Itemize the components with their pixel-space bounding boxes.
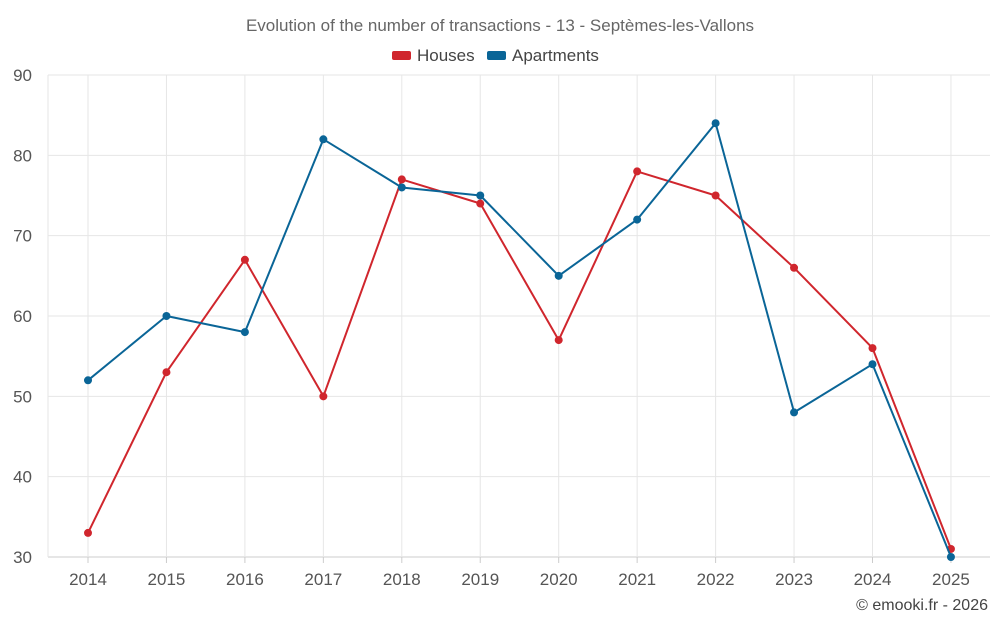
point-apartments-2021[interactable]: [633, 215, 642, 224]
point-apartments-2014[interactable]: [84, 376, 92, 385]
legend-item-apartments[interactable]: Apartments: [487, 46, 599, 65]
y-tick-label-70: 70: [13, 227, 32, 246]
point-houses-2015[interactable]: [162, 368, 171, 377]
y-tick-label-80: 80: [13, 146, 32, 165]
y-tick-label-50: 50: [13, 387, 32, 406]
x-tick-label-2020: 2020: [540, 570, 578, 589]
y-tick-label-90: 90: [13, 66, 32, 85]
point-houses-2019[interactable]: [476, 199, 485, 208]
x-tick-label-2015: 2015: [148, 570, 186, 589]
point-apartments-2018[interactable]: [397, 183, 406, 192]
point-houses-2017[interactable]: [319, 392, 328, 401]
point-apartments-2016[interactable]: [240, 328, 249, 337]
point-apartments-2022[interactable]: [711, 119, 720, 128]
chart-title: Evolution of the number of transactions …: [246, 16, 754, 35]
legend: Houses Apartments: [392, 46, 599, 65]
y-tick-label-40: 40: [13, 468, 32, 487]
y-tick-label-30: 30: [13, 548, 32, 567]
grid: [47, 74, 990, 558]
x-tick-label-2018: 2018: [383, 570, 421, 589]
x-tick-label-2021: 2021: [618, 570, 656, 589]
credit-text: © emooki.fr - 2026: [856, 597, 988, 614]
point-houses-2024[interactable]: [868, 344, 877, 353]
legend-swatch-houses: [392, 51, 411, 60]
point-houses-2016[interactable]: [240, 255, 249, 264]
series-line-houses: [87, 170, 952, 550]
point-apartments-2017[interactable]: [319, 135, 328, 144]
legend-item-houses[interactable]: Houses: [392, 46, 475, 65]
y-tick-label-60: 60: [13, 307, 32, 326]
x-axis: 2014 2015 2016 2017 2018 2019 2020 2021 2022 2023…: [69, 557, 970, 589]
point-houses-2018[interactable]: [397, 175, 406, 184]
point-houses-2023[interactable]: [790, 263, 799, 272]
series-line-apartments: [87, 122, 952, 558]
series: [84, 119, 955, 561]
series-houses: [84, 167, 955, 553]
point-houses-2021[interactable]: [633, 167, 642, 176]
legend-label-apartments: Apartments: [512, 46, 599, 65]
x-tick-label-2014: 2014: [69, 570, 107, 589]
series-apartments: [84, 119, 955, 561]
point-apartments-2019[interactable]: [476, 191, 485, 200]
y-axis: 30 40 50 60 70 80 90: [13, 66, 32, 567]
point-houses-2022[interactable]: [711, 191, 720, 200]
x-tick-label-2017: 2017: [304, 570, 342, 589]
x-tick-label-2025: 2025: [932, 570, 970, 589]
point-apartments-2025[interactable]: [946, 553, 955, 561]
x-tick-label-2023: 2023: [775, 570, 813, 589]
point-houses-2020[interactable]: [554, 336, 563, 345]
point-apartments-2024[interactable]: [868, 360, 877, 369]
x-tick-label-2016: 2016: [226, 570, 264, 589]
x-tick-label-2019: 2019: [461, 570, 499, 589]
point-apartments-2023[interactable]: [790, 408, 799, 417]
legend-swatch-apartments: [487, 51, 506, 60]
point-apartments-2015[interactable]: [162, 312, 171, 320]
legend-label-houses: Houses: [417, 46, 475, 65]
x-tick-label-2024: 2024: [854, 570, 892, 589]
point-houses-2014[interactable]: [84, 528, 92, 537]
point-apartments-2020[interactable]: [554, 271, 563, 280]
x-tick-label-2022: 2022: [697, 570, 735, 589]
